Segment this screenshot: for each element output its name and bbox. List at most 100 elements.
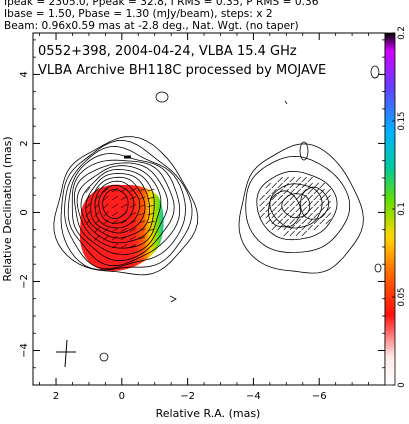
jet-vector [277, 218, 283, 225]
jet-vector [277, 224, 283, 231]
polarization-vector [94, 235, 100, 241]
jet-vector [313, 200, 319, 207]
polarization-vector [120, 243, 128, 249]
core-contour-level [80, 168, 155, 244]
jet-vector [301, 206, 307, 213]
y-tick-label: 2 [19, 140, 30, 146]
core-contour-level [94, 180, 141, 229]
polarization-vector [129, 212, 137, 216]
header-line-2: Ibase = 1.50, Pbase = 1.30 (mJy/beam), s… [4, 8, 273, 20]
jet-vector [307, 224, 313, 231]
noise-blob-top-right [370, 65, 380, 79]
polarization-vector [147, 204, 155, 208]
core-contour-level [60, 140, 193, 271]
jet-vector [295, 224, 301, 231]
x-tick-label: 2 [53, 391, 59, 402]
polarization-vector [111, 195, 119, 201]
polarization-vector [120, 203, 128, 209]
jet-vector [271, 206, 277, 213]
noise-blob-north [155, 91, 169, 103]
source-annotation: 0552+398, 2004-04-24, VLBA 15.4 GHz [38, 44, 297, 59]
polarization-vector [120, 211, 128, 217]
core-contour-level [53, 136, 199, 276]
jet-vector [265, 200, 271, 207]
jet-vector [283, 188, 289, 195]
polarization-vector [103, 187, 109, 193]
jet-vector [295, 212, 301, 219]
jet-vector [313, 194, 319, 201]
jet-vector [301, 176, 307, 183]
jet-vector [319, 218, 325, 225]
jet-vector [283, 182, 289, 189]
jet-vector [289, 176, 295, 183]
polarization-vector [94, 227, 100, 233]
jet-vector [265, 182, 271, 189]
jet-contours [238, 143, 364, 274]
jet-vector [325, 206, 331, 213]
polarization-vector [85, 211, 91, 217]
jet-vector [295, 218, 301, 225]
polarization-vector [111, 219, 119, 225]
jet-vector [319, 194, 325, 201]
jet-vector [277, 212, 283, 219]
polarization-vector [147, 212, 155, 216]
header-line-1: Ipeak = 2305.0, Ppeak = 32.8, I RMS = 0.… [4, 0, 319, 8]
polarization-vector [147, 188, 155, 192]
polarization-vector [103, 235, 109, 241]
jet-vector [271, 212, 277, 219]
polarization-vector [138, 196, 146, 200]
core-contour-level [85, 173, 151, 239]
jet-vector [283, 218, 289, 225]
jet-vector [307, 194, 313, 201]
polarization-vector [85, 203, 91, 209]
jet-vector [325, 200, 331, 207]
polarization-vector [94, 187, 100, 193]
polarization-vector [111, 203, 119, 209]
axes-group: 2 0 −2 −4 −6 4 2 0 −2 −4 [19, 33, 385, 402]
x-axis-label: Relative R.A. (mas) [156, 407, 261, 420]
jet-vector [265, 194, 271, 201]
jet-vector [313, 182, 319, 189]
polarization-vector [129, 244, 137, 248]
noise-blob-faint [284, 100, 288, 105]
jet-vector [319, 200, 325, 207]
jet-vector [277, 182, 283, 189]
jet-vector [295, 200, 301, 207]
polarization-vector [103, 227, 109, 233]
polarization-vector [111, 243, 119, 249]
jet-vector [295, 182, 301, 189]
jet-vector [265, 218, 271, 225]
y-tick-label: −4 [19, 343, 30, 358]
jet-vector [307, 200, 313, 207]
jet-vector [301, 182, 307, 189]
jet-vector [307, 206, 313, 213]
polarization-vector [147, 220, 155, 224]
polarization-vector [111, 187, 119, 193]
jet-vector [307, 188, 313, 195]
colorbar-tick-label: 0.15 [397, 112, 407, 131]
jet-vector [259, 194, 265, 201]
jet-vector [259, 212, 265, 219]
jet-vector [271, 188, 277, 195]
jet-vector [295, 194, 301, 201]
jet-vector [319, 182, 325, 189]
x-tick-label: −6 [312, 391, 327, 402]
polarization-vector [129, 220, 137, 224]
jet-vector [301, 194, 307, 201]
polarization-vector [94, 211, 100, 217]
jet-vector [325, 218, 331, 225]
polarization-vector [120, 219, 128, 225]
jet-vector [307, 182, 313, 189]
jet-contour-level [256, 170, 338, 241]
polarization-vector [94, 203, 100, 209]
jet-vector [277, 200, 283, 207]
jet-vector [295, 206, 301, 213]
polarization-vector [138, 212, 146, 216]
core-contour-level [64, 146, 186, 270]
polarization-vector [138, 228, 146, 232]
y-tick-label: −2 [19, 274, 30, 289]
jet-vector [271, 218, 277, 225]
polarization-vector [111, 235, 119, 241]
jet-vector [289, 194, 295, 201]
